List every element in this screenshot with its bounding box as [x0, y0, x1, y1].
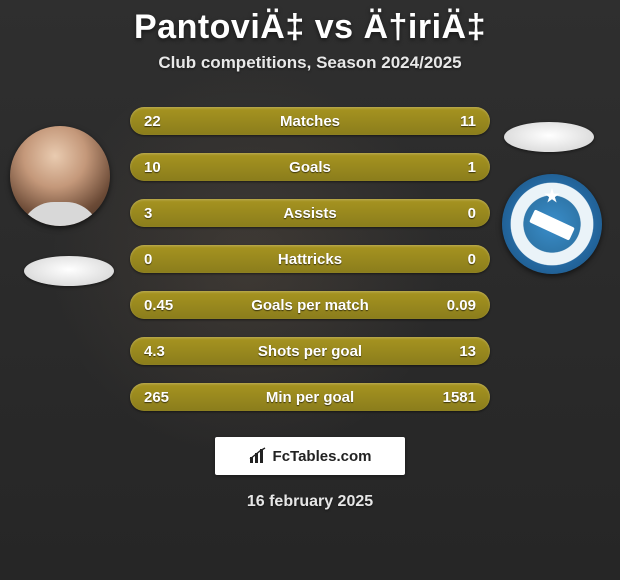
- stat-left-value: 4.3: [144, 343, 180, 360]
- stat-right-value: 0.09: [440, 297, 476, 314]
- chart-icon: [249, 447, 267, 465]
- player-right-club-badge: [502, 174, 602, 274]
- stats-list: 22 Matches 11 10 Goals 1 3 Assists 0 0 H…: [130, 107, 490, 411]
- stat-label: Matches: [130, 113, 490, 130]
- stat-right-value: 0: [440, 205, 476, 222]
- stat-row: 0.45 Goals per match 0.09: [130, 291, 490, 319]
- stat-label: Assists: [130, 205, 490, 222]
- page-title: PantoviÄ‡ vs Ä†iriÄ‡: [0, 0, 620, 47]
- player-left-club-oval: [24, 256, 114, 286]
- player-left-avatar: [10, 126, 110, 226]
- stat-label: Min per goal: [130, 389, 490, 406]
- stat-right-value: 1: [440, 159, 476, 176]
- date-text: 16 february 2025: [0, 493, 620, 511]
- stat-row: 10 Goals 1: [130, 153, 490, 181]
- stat-row: 4.3 Shots per goal 13: [130, 337, 490, 365]
- stat-left-value: 3: [144, 205, 180, 222]
- stat-left-value: 10: [144, 159, 180, 176]
- stat-label: Shots per goal: [130, 343, 490, 360]
- stat-row: 22 Matches 11: [130, 107, 490, 135]
- stat-label: Goals per match: [130, 297, 490, 314]
- site-logo-text: FcTables.com: [273, 448, 372, 465]
- site-logo: FcTables.com: [215, 437, 405, 475]
- stat-label: Hattricks: [130, 251, 490, 268]
- stat-label: Goals: [130, 159, 490, 176]
- stat-row: 3 Assists 0: [130, 199, 490, 227]
- stat-right-value: 0: [440, 251, 476, 268]
- stat-left-value: 265: [144, 389, 180, 406]
- stat-row: 0 Hattricks 0: [130, 245, 490, 273]
- comparison-card: PantoviÄ‡ vs Ä†iriÄ‡ Club competitions, …: [0, 0, 620, 580]
- page-subtitle: Club competitions, Season 2024/2025: [0, 53, 620, 73]
- stat-right-value: 13: [440, 343, 476, 360]
- stat-left-value: 0.45: [144, 297, 180, 314]
- player-right-avatar-oval: [504, 122, 594, 152]
- stat-right-value: 1581: [440, 389, 476, 406]
- stat-left-value: 0: [144, 251, 180, 268]
- stat-row: 265 Min per goal 1581: [130, 383, 490, 411]
- stat-right-value: 11: [440, 113, 476, 130]
- stat-left-value: 22: [144, 113, 180, 130]
